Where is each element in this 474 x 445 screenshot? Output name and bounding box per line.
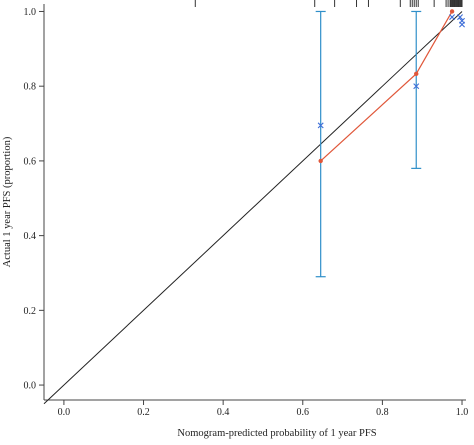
rug-marks xyxy=(194,0,463,7)
bias-corrected-series xyxy=(317,14,466,129)
observed-point xyxy=(318,158,323,164)
y-tick-label: 1.0 xyxy=(24,7,37,18)
bias-corrected-marker xyxy=(457,14,464,21)
x-tick-label: 0.8 xyxy=(376,407,389,418)
axis-text: 0.0 0.2 0.4 0.6 0.8 1.0 0.0 0.2 0.4 0.6 0.8 1.0 Nomo… xyxy=(2,7,468,439)
bias-corrected-marker xyxy=(413,83,420,90)
x-axis-title: Nomogram-predicted probability of 1 year… xyxy=(177,428,376,439)
x-tick-label: 0.2 xyxy=(137,407,150,418)
x-tick-label: 0.4 xyxy=(217,407,230,418)
bias-corrected-marker xyxy=(317,122,324,129)
y-tick-label: 0.0 xyxy=(24,381,37,392)
x-tick-label: 1.0 xyxy=(456,407,469,418)
reference-line xyxy=(43,11,463,405)
y-tick-label: 0.8 xyxy=(24,82,37,93)
observed-line xyxy=(320,11,453,162)
y-tick-label: 0.6 xyxy=(24,156,37,167)
y-tick-label: 0.2 xyxy=(24,306,37,317)
observed-series xyxy=(318,9,455,164)
reference-line-group xyxy=(43,11,463,405)
axes xyxy=(39,4,466,405)
error-bars xyxy=(315,10,422,278)
y-axis-title: Actual 1 year PFS (proportion) xyxy=(2,136,13,267)
x-tick-label: 0.0 xyxy=(58,407,71,418)
y-tick-label: 0.4 xyxy=(24,231,37,242)
x-tick-label: 0.6 xyxy=(297,407,310,418)
bias-corrected-marker xyxy=(459,21,466,28)
bias-corrected-marker xyxy=(449,14,456,21)
observed-point xyxy=(449,9,455,14)
observed-point xyxy=(414,71,419,77)
